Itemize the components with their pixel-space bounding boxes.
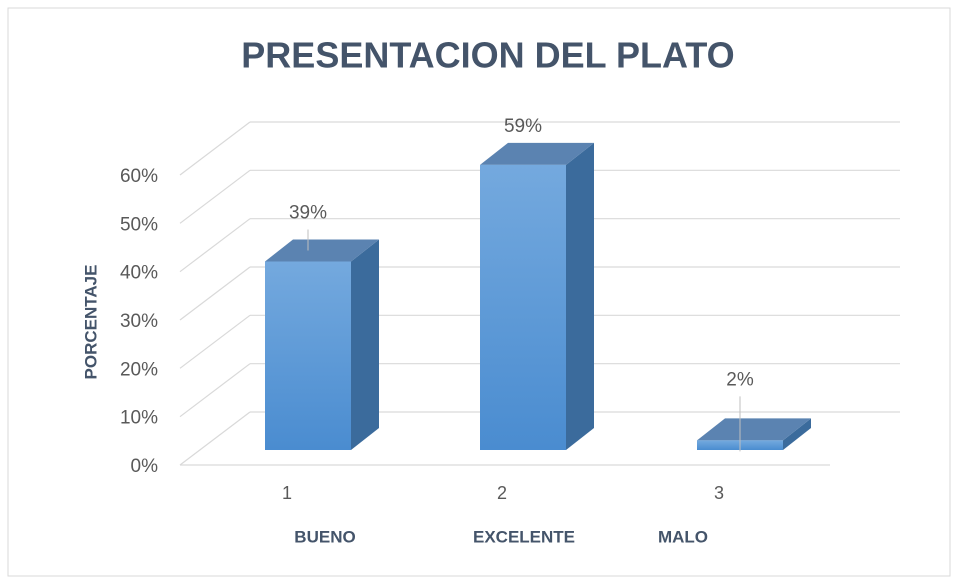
category-name: EXCELENTE xyxy=(473,527,575,546)
bar-top xyxy=(480,142,594,165)
chart-frame xyxy=(7,7,951,577)
category-name: MALO xyxy=(658,527,708,546)
grid-line xyxy=(179,363,251,418)
grid-line xyxy=(179,218,251,273)
y-tick-label: 10% xyxy=(120,408,158,429)
grid-line xyxy=(179,169,251,224)
y-tick-label: 0% xyxy=(131,456,159,477)
bar-top xyxy=(697,418,811,441)
grid-line xyxy=(179,121,251,176)
bar xyxy=(480,164,566,451)
chart-title: PRESENTACION DEL PLATO xyxy=(241,35,734,76)
bar-top xyxy=(265,239,379,262)
value-label: 59% xyxy=(504,116,542,137)
x-tick-label: 3 xyxy=(714,483,724,503)
x-tick-label: 1 xyxy=(282,483,292,503)
bar-side xyxy=(351,239,379,450)
bar-side xyxy=(566,142,594,451)
y-tick-label: 30% xyxy=(120,311,158,332)
grid-line xyxy=(179,411,251,466)
value-label: 39% xyxy=(289,203,327,224)
bar-side xyxy=(783,418,811,450)
category-name: BUENO xyxy=(294,527,355,546)
grid-line xyxy=(179,266,251,321)
bar xyxy=(265,261,351,450)
x-tick-label: 2 xyxy=(497,483,507,503)
y-tick-label: 40% xyxy=(120,263,158,284)
y-axis-title: PORCENTAJE xyxy=(81,265,100,380)
y-tick-label: 60% xyxy=(120,166,158,187)
y-tick-label: 50% xyxy=(120,214,158,235)
y-tick-label: 20% xyxy=(120,359,158,380)
value-label: 2% xyxy=(726,369,754,390)
grid-line xyxy=(179,314,251,369)
